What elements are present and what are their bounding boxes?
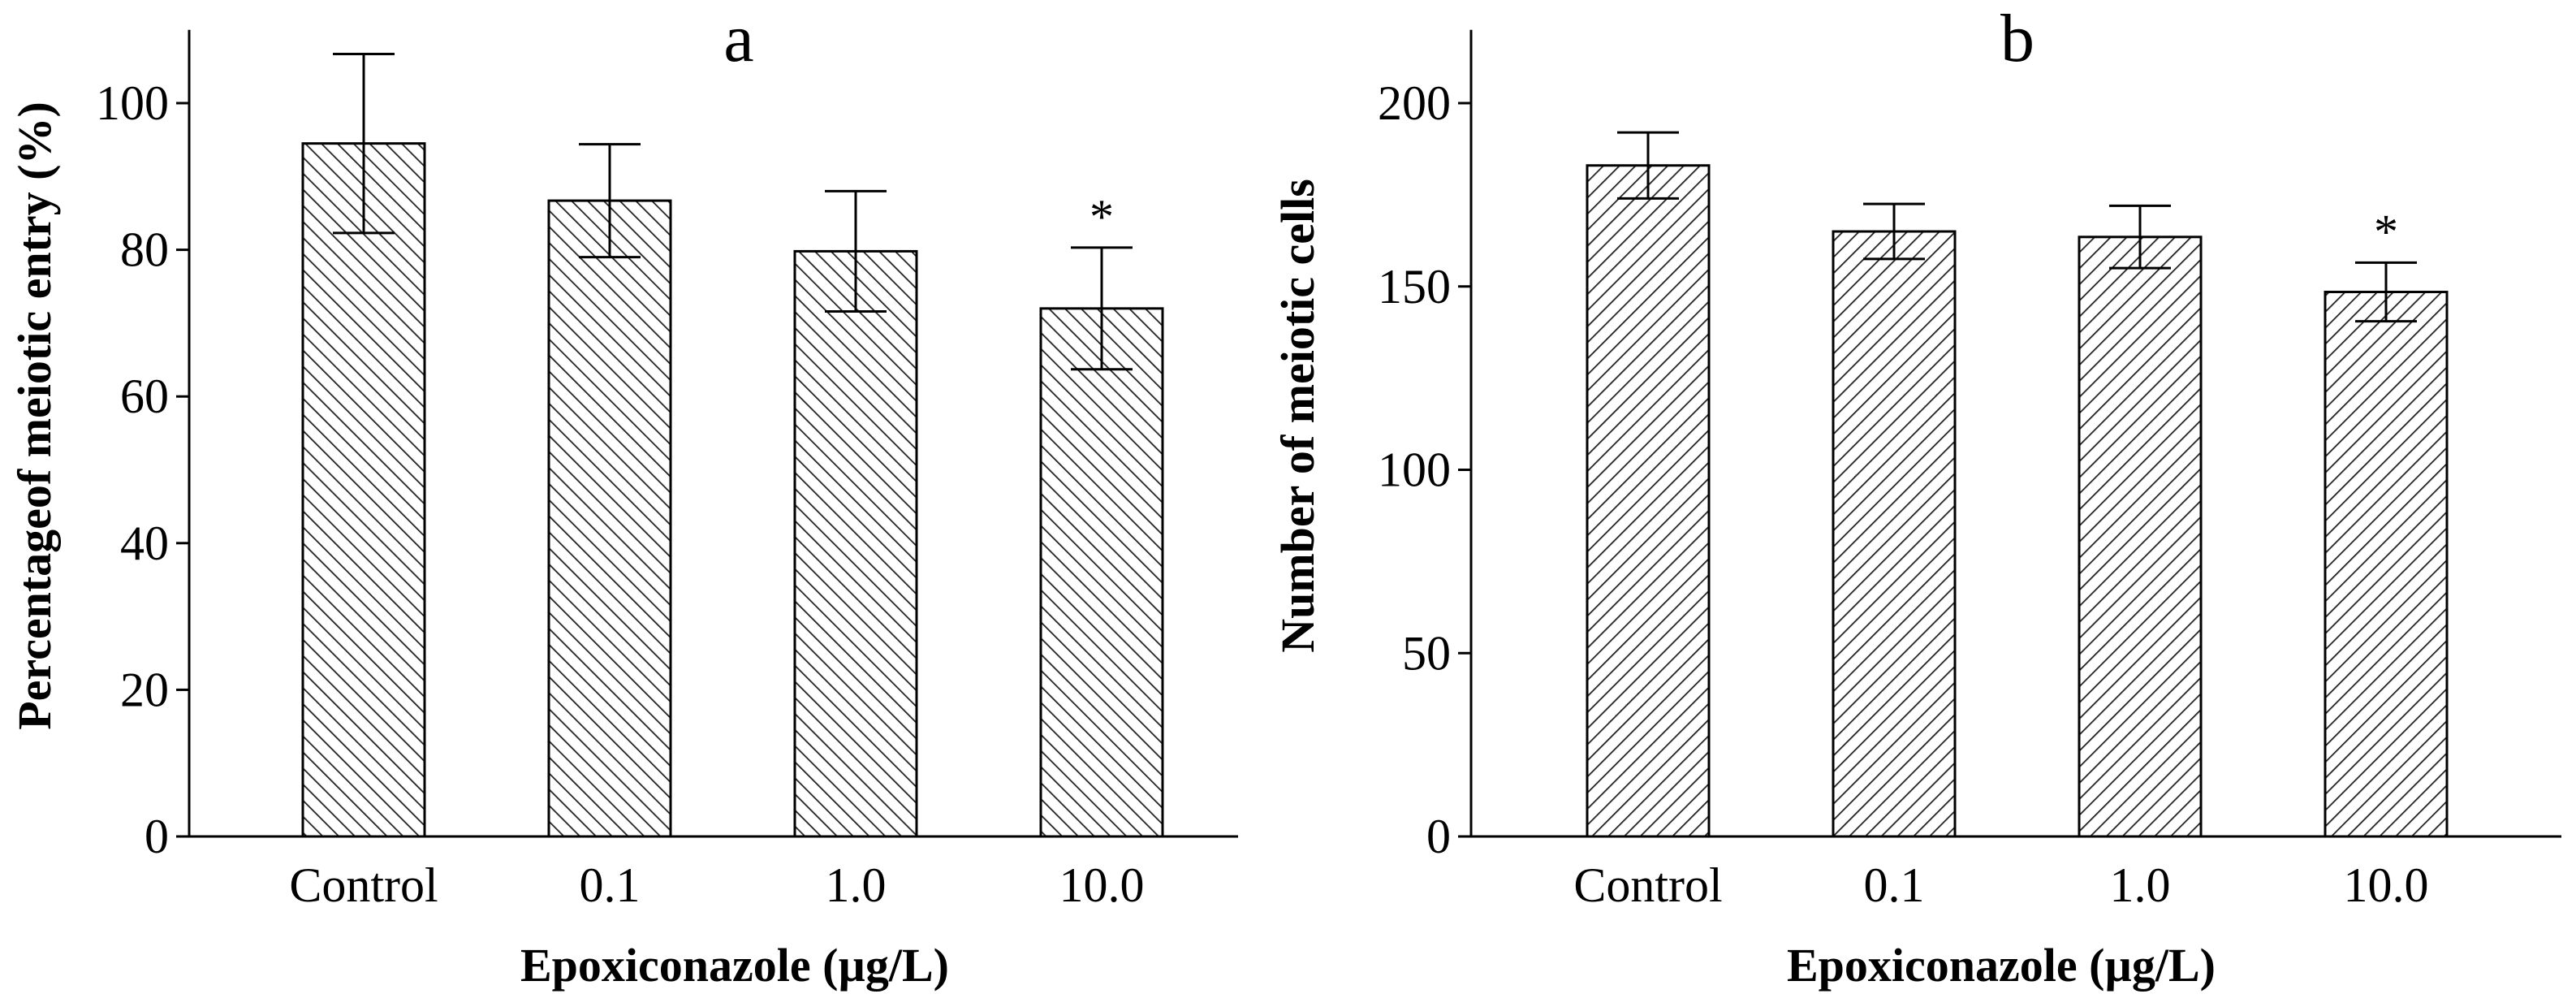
chart-panel-a: a Percentageof meiotic entry (%) Epoxico… — [8, 1, 1238, 992]
panel-a-x-axis-title: Epoxiconazole (µg/L) — [520, 939, 949, 992]
panel-b-y-tick-label: 200 — [1378, 76, 1451, 130]
panel-a-category-label: Control — [289, 858, 438, 912]
panel-b-category-label: Control — [1573, 858, 1722, 912]
panel-a-bar — [547, 199, 672, 838]
panel-b-category-label: 0.1 — [1864, 858, 1925, 912]
panel-a-significance-marker: * — [1090, 190, 1114, 244]
panel-b-y-tick-label: 100 — [1378, 443, 1451, 497]
panel-a-category-label: 1.0 — [826, 858, 887, 912]
panel-a-y-tick-label: 80 — [120, 223, 169, 277]
panel-a-bar — [1039, 307, 1164, 838]
panel-b-bar — [2078, 236, 2203, 838]
panel-a-category-label: 0.1 — [580, 858, 641, 912]
panel-a-bar — [301, 142, 426, 838]
panel-b-significance-marker: * — [2374, 205, 2398, 258]
panel-b-bar — [1832, 230, 1957, 838]
panel-b-y-tick-label: 150 — [1378, 260, 1451, 313]
panel-a-y-tick-label: 60 — [120, 370, 169, 423]
panel-b-bar — [2324, 291, 2449, 838]
panel-b-x-axis-title: Epoxiconazole (µg/L) — [1787, 939, 2216, 992]
panel-a-bar — [793, 249, 918, 838]
panel-b-y-tick-label: 50 — [1402, 626, 1451, 680]
panel-a-y-tick-label: 100 — [96, 76, 169, 130]
panel-a-y-tick-label: 20 — [120, 663, 169, 716]
panel-a-y-tick-label: 40 — [120, 516, 169, 570]
panel-a-letter: a — [723, 1, 753, 76]
panel-b-bar — [1586, 164, 1711, 838]
panel-a-category-label: 10.0 — [1059, 858, 1145, 912]
panel-b-category-label: 10.0 — [2344, 858, 2429, 912]
panel-a-y-axis-title: Percentageof meiotic entry (%) — [8, 102, 61, 730]
panel-b-y-axis-title: Number of meiotic cells — [1271, 179, 1324, 653]
panel-b-y-tick-label: 0 — [1426, 810, 1451, 863]
panel-b-letter: b — [2000, 1, 2034, 76]
chart-panel-b: b Number of meiotic cells Epoxiconazole … — [1271, 1, 2561, 992]
panel-a-y-tick-label: 0 — [145, 810, 169, 863]
panel-b-category-label: 1.0 — [2110, 858, 2171, 912]
